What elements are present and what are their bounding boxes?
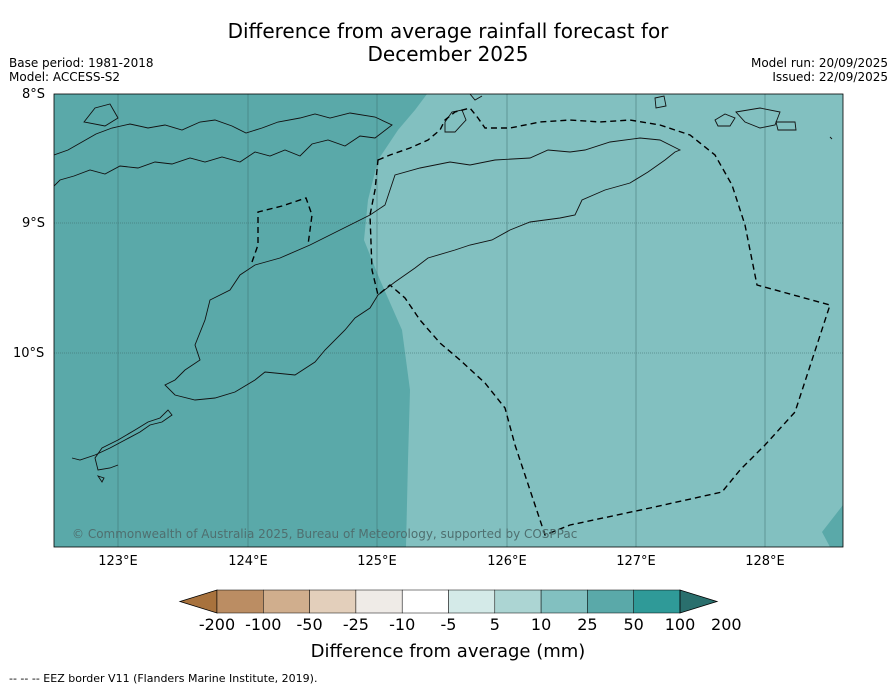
issued-date: Issued: 22/09/2025 <box>772 70 888 84</box>
colorbar-tick-label: -100 <box>245 615 282 634</box>
coastline-small-island-5 <box>735 107 781 129</box>
colorbar-tick-label: -25 <box>342 615 369 634</box>
map-panel <box>54 94 843 547</box>
colorbar-segment <box>401 589 449 614</box>
colorbar-segment <box>494 589 542 614</box>
colorbar-extend-low <box>178 589 218 614</box>
colorbar-tick-label: 5 <box>489 615 500 634</box>
coastline-small-island-9 <box>829 136 833 140</box>
colorbar-tick-label: 25 <box>577 615 598 634</box>
colorbar-segment <box>309 589 357 614</box>
eez-border-oecusse <box>251 197 313 263</box>
colorbar-segment <box>587 589 634 614</box>
colorbar-tick-label: -50 <box>296 615 323 634</box>
meta-left: Base period: 1981-2018 Model: ACCESS-S2 <box>9 56 154 84</box>
coastline-small-island-7 <box>469 94 483 101</box>
lat-label-8s: 8°S <box>22 87 46 102</box>
chart-title-line1: Difference from average rainfall forecas… <box>227 19 669 43</box>
coastlines <box>54 94 833 483</box>
colorbar-tick-label: 50 <box>623 615 644 634</box>
region-corner-fill <box>822 505 843 547</box>
coastline-small-island-1 <box>83 103 119 127</box>
base-period: Base period: 1981-2018 <box>9 56 154 70</box>
lon-label-124e: 124°E <box>228 554 268 569</box>
model-name: Model: ACCESS-S2 <box>9 70 121 84</box>
copyright-notice: © Commonwealth of Australia 2025, Bureau… <box>72 527 578 541</box>
colorbar-segment <box>448 589 496 614</box>
coastline-small-island-3 <box>654 95 667 109</box>
lon-label-125e: 125°E <box>357 554 397 569</box>
region-east-fill <box>364 94 843 547</box>
coastline-timor-island <box>164 137 682 401</box>
colorbar-tick-label: 200 <box>711 615 742 634</box>
colorbar-title: Difference from average (mm) <box>310 641 586 662</box>
coastline-small-island-8 <box>96 475 105 483</box>
graticule <box>54 94 843 547</box>
meta-right: Model run: 20/09/2025 Issued: 22/09/2025 <box>751 56 888 84</box>
lat-label-9s: 9°S <box>22 216 46 231</box>
lat-label-10s: 10°S <box>13 346 45 361</box>
colorbar-segment <box>355 589 403 614</box>
coastline-small-island-4 <box>714 113 736 127</box>
lon-label-123e: 123°E <box>98 554 138 569</box>
eez-footnote: -- -- -- EEZ border V11 (Flanders Marine… <box>9 672 318 685</box>
colorbar-tick-label: -5 <box>440 615 457 634</box>
colorbar-segment <box>633 589 681 614</box>
colorbar-tick-label: 10 <box>530 615 552 634</box>
colorbar <box>178 589 719 614</box>
colorbar-segment <box>540 589 588 614</box>
map-frame <box>53 93 844 548</box>
colorbar-extend-high <box>679 589 719 614</box>
model-run: Model run: 20/09/2025 <box>750 56 888 70</box>
lon-label-127e: 127°E <box>616 554 656 569</box>
coastline-sumba-edge <box>71 409 173 471</box>
colorbar-tick-label: -10 <box>389 615 416 634</box>
chart-title-line2: December 2025 <box>367 42 529 66</box>
colorbar-segment <box>216 589 264 614</box>
colorbar-tick-label: 100 <box>664 615 696 634</box>
lon-label-128e: 128°E <box>745 554 785 569</box>
eez-borders <box>251 107 831 536</box>
colorbar-segment <box>263 589 310 614</box>
coastline-small-island-6 <box>775 121 797 131</box>
coastline-small-island-2 <box>444 109 467 133</box>
chart-title: Difference from average rainfall forecas… <box>0 20 896 66</box>
lon-label-126e: 126°E <box>487 554 527 569</box>
colorbar-tick-label: -200 <box>198 615 236 634</box>
coastline-flores-islands <box>54 112 393 187</box>
